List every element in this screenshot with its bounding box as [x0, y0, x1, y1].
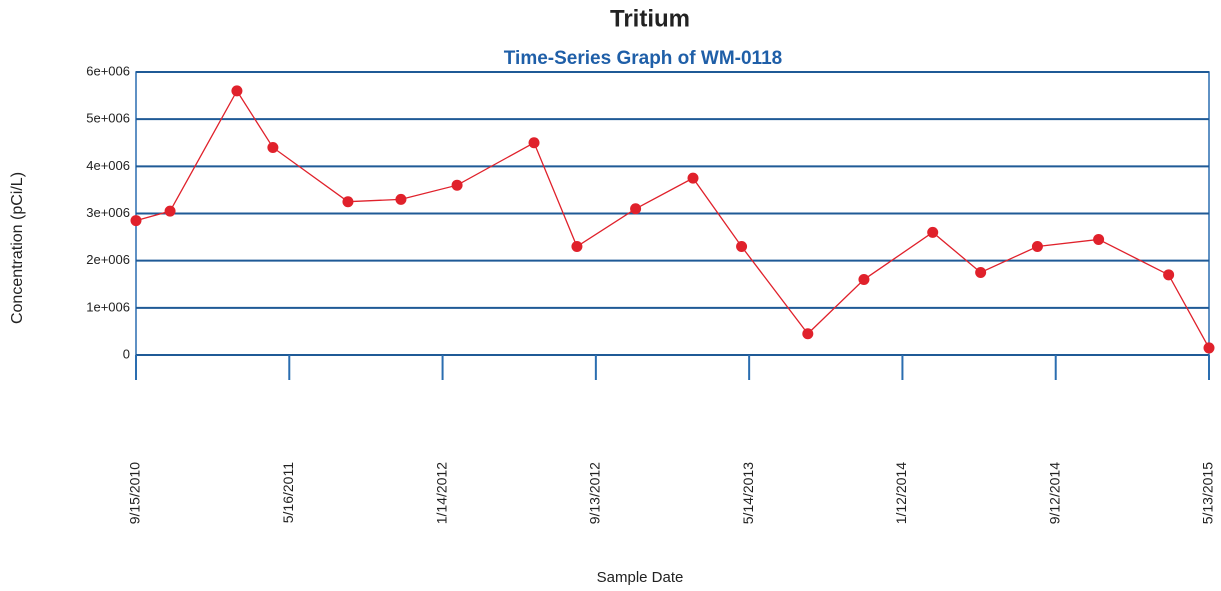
- data-point: [571, 241, 583, 253]
- data-point: [164, 205, 176, 217]
- x-tick-label: 5/13/2015: [1200, 462, 1216, 524]
- data-point: [1031, 241, 1043, 253]
- data-point: [802, 328, 814, 340]
- data-point: [927, 226, 939, 238]
- data-point: [267, 141, 279, 153]
- data-point: [858, 274, 870, 286]
- data-point: [528, 137, 540, 149]
- data-point: [630, 203, 642, 215]
- chart-subtitle: Time-Series Graph of WM-0118: [504, 48, 782, 69]
- data-point: [395, 193, 407, 205]
- x-tick-label: 9/13/2012: [587, 462, 603, 524]
- x-tick-label: 9/12/2014: [1046, 462, 1062, 524]
- x-tick-label: 1/12/2014: [893, 462, 909, 524]
- data-line: [135, 89, 1210, 349]
- x-axis-label: Sample Date: [597, 569, 684, 586]
- x-tick-label: 5/14/2013: [740, 462, 756, 524]
- x-tick-label: 9/15/2010: [127, 462, 143, 524]
- x-tick-label: 1/14/2012: [433, 462, 449, 524]
- data-point: [130, 215, 142, 227]
- data-point: [1163, 269, 1175, 281]
- y-tick-label: 2e+006: [86, 252, 130, 267]
- y-axis-label: Concentration (pCi/L): [9, 172, 26, 324]
- data-point: [687, 172, 699, 184]
- data-point: [342, 196, 354, 208]
- y-tick-label: 5e+006: [86, 111, 130, 126]
- data-point: [736, 241, 748, 253]
- data-point: [451, 179, 463, 191]
- y-tick-label: 1e+006: [86, 299, 130, 314]
- x-tick-label: 5/16/2011: [280, 462, 296, 523]
- data-point: [1203, 342, 1215, 354]
- y-tick-label: 4e+006: [86, 158, 130, 173]
- chart-title: Tritium: [610, 5, 690, 32]
- data-point: [975, 266, 987, 278]
- data-point: [1093, 233, 1105, 245]
- y-tick-label: 3e+006: [86, 205, 130, 220]
- y-tick-label: 6e+006: [86, 63, 130, 78]
- data-point: [231, 85, 243, 97]
- y-tick-label: 0: [123, 346, 130, 361]
